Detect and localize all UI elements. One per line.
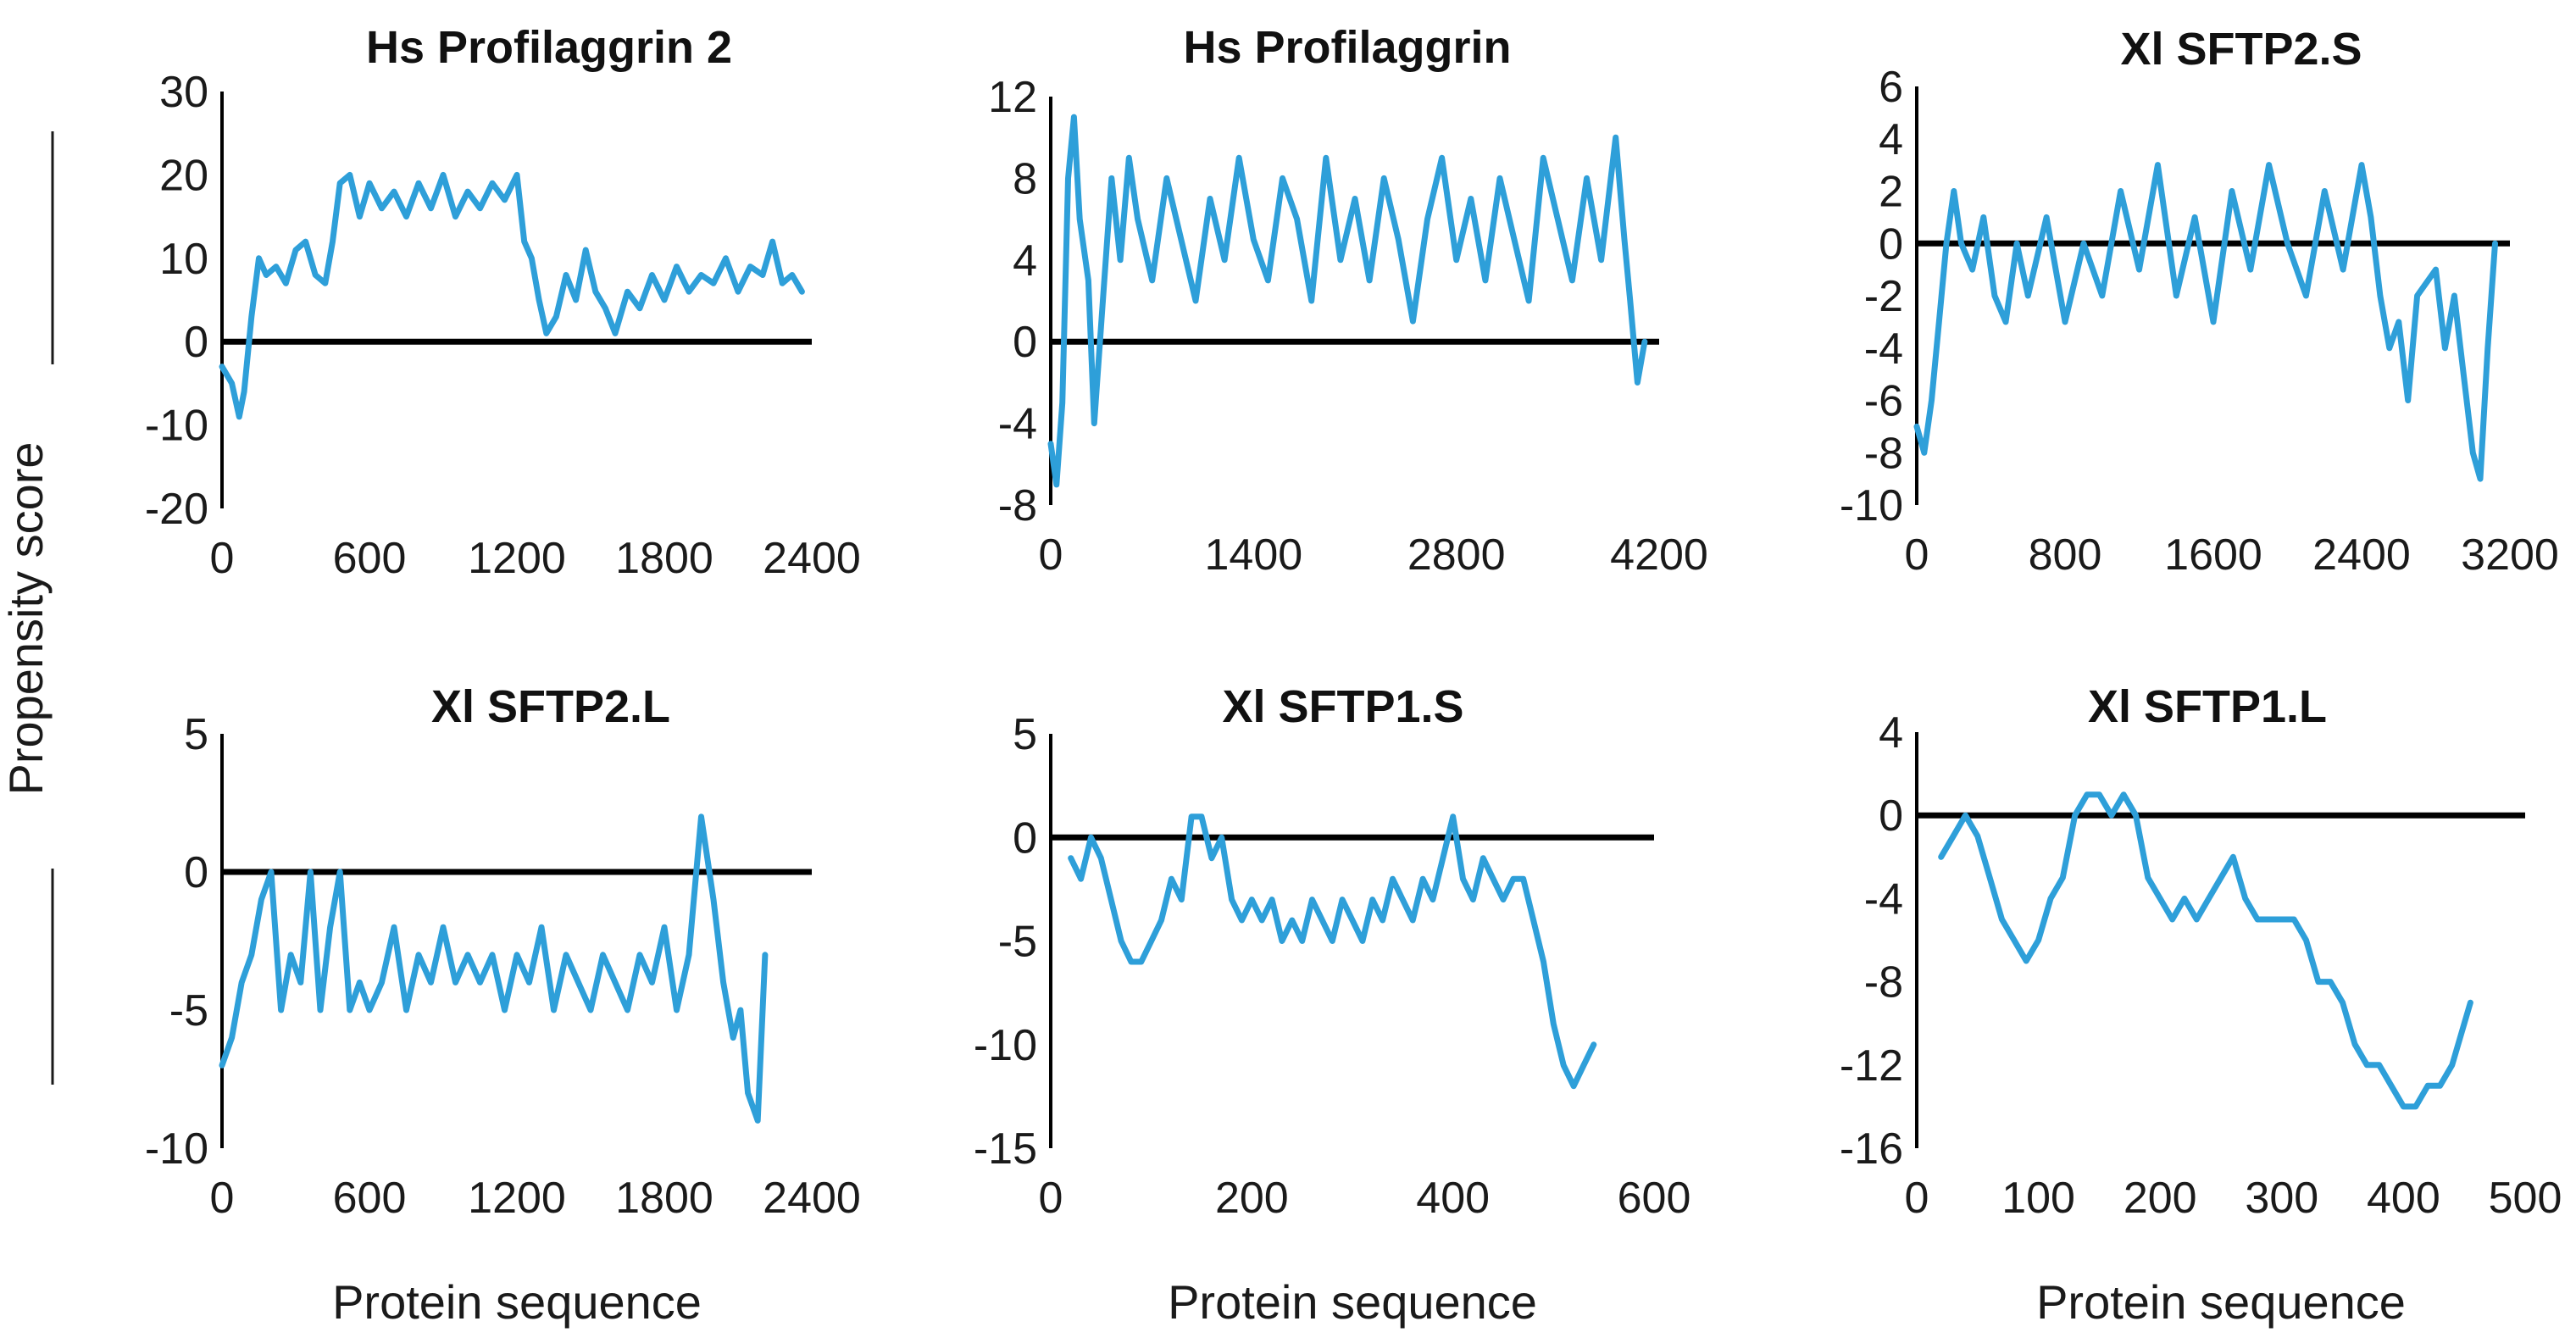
x-tick-label: 200 [2124,1174,2197,1223]
y-tick-label: 0 [1879,791,1903,841]
x-tick-label: 1600 [2164,530,2262,580]
y-tick-label: 5 [1013,710,1037,759]
x-tick-label: 400 [2367,1174,2440,1223]
y-tick-label: -10 [145,1124,208,1174]
chart-title: Hs Profilaggrin [1183,22,1511,73]
x-tick-label: 800 [2029,530,2102,580]
y-tick-label: 4 [1013,236,1037,286]
series-line [1047,114,1648,488]
y-tick-label: -4 [1864,325,1903,374]
y-tick-label: -20 [145,485,208,534]
y-axis-label: Propensity score [0,441,53,795]
y-tick-label: -4 [998,400,1037,449]
x-tick-label: 2400 [2312,530,2411,580]
x-tick-label: 4200 [1610,530,1708,580]
y-tick-label: -5 [998,918,1037,967]
y-tick-label: 10 [159,235,208,284]
y-tick-label: -15 [974,1124,1037,1174]
series-line [219,171,805,420]
y-tick-label: -6 [1864,377,1903,426]
series-line [1913,162,2498,482]
y-tick-label: 30 [159,68,208,117]
y-tick-label: 4 [1879,708,1903,758]
x-axis-label: Protein sequence [1168,1275,1537,1329]
x-tick-label: 500 [2489,1174,2562,1223]
y-tick-label: -5 [169,986,208,1035]
x-axis-label: Protein sequence [332,1275,702,1329]
y-tick-label: -12 [1840,1041,1903,1091]
y-tick-label: 12 [988,73,1037,122]
y-tick-label: -10 [145,402,208,451]
y-tick-label: -2 [1864,272,1903,321]
x-tick-label: 600 [1618,1174,1691,1223]
chart-title: Xl SFTP1.S [1222,681,1463,732]
x-tick-label: 1800 [615,534,713,583]
chart-panel-4: Xl SFTP2.L50-5-100 600 1200 1800 2400Protein… [145,681,861,1329]
y-tick-label: -8 [1864,429,1903,478]
y-tick-label: -8 [1864,958,1903,1008]
x-tick-label: 100 [2001,1174,2075,1223]
y-tick-label: -10 [1840,481,1903,530]
chart-panel-6: Xl SFTP1.L40-4-8-12-160 100 200 300 400 500Pr… [1840,681,2562,1329]
y-tick-label: 0 [1879,219,1903,269]
series-line [219,813,769,1124]
y-tick-label: 6 [1879,63,1903,112]
x-tick-label: 600 [333,534,407,583]
series-line [1068,813,1597,1090]
x-tick-label: 600 [333,1174,407,1223]
x-tick-label: 0 [210,1174,235,1223]
x-tick-label: 1400 [1204,530,1302,580]
x-tick-label: 1200 [468,534,566,583]
x-tick-label: 2800 [1407,530,1506,580]
x-tick-label: 2400 [763,1174,861,1223]
y-tick-label: 4 [1879,115,1903,164]
y-tick-label: 0 [184,318,208,367]
x-tick-label: 1200 [468,1174,566,1223]
y-tick-label: 5 [184,710,208,759]
x-tick-label: 3200 [2461,530,2559,580]
chart-title: Xl SFTP2.L [431,681,670,732]
x-tick-label: 200 [1215,1174,1289,1223]
chart-title: Hs Profilaggrin 2 [366,22,732,73]
x-tick-label: 2400 [763,534,861,583]
y-tick-label: 20 [159,151,208,200]
y-tick-label: 0 [1013,318,1037,367]
chart-title: Xl SFTP2.S [2120,24,2362,75]
x-tick-label: 400 [1416,1174,1490,1223]
x-tick-label: 0 [210,534,235,583]
y-tick-label: -8 [998,481,1037,530]
x-tick-label: 0 [1039,530,1063,580]
y-tick-label: -4 [1864,874,1903,924]
x-tick-label: 0 [1905,530,1929,580]
x-tick-label: 300 [2245,1174,2318,1223]
x-tick-label: 0 [1905,1174,1929,1223]
chart-title: Xl SFTP1.L [2088,681,2327,732]
y-tick-label: -10 [974,1021,1037,1070]
y-tick-label: 0 [1013,813,1037,863]
y-tick-label: -16 [1840,1124,1903,1174]
x-axis-label: Protein sequence [2036,1275,2406,1329]
y-tick-label: 0 [184,848,208,897]
x-tick-label: 0 [1039,1174,1063,1223]
series-line [1938,791,2473,1110]
y-tick-label: 2 [1879,168,1903,217]
x-tick-label: 1800 [615,1174,713,1223]
y-tick-label: 8 [1013,154,1037,203]
